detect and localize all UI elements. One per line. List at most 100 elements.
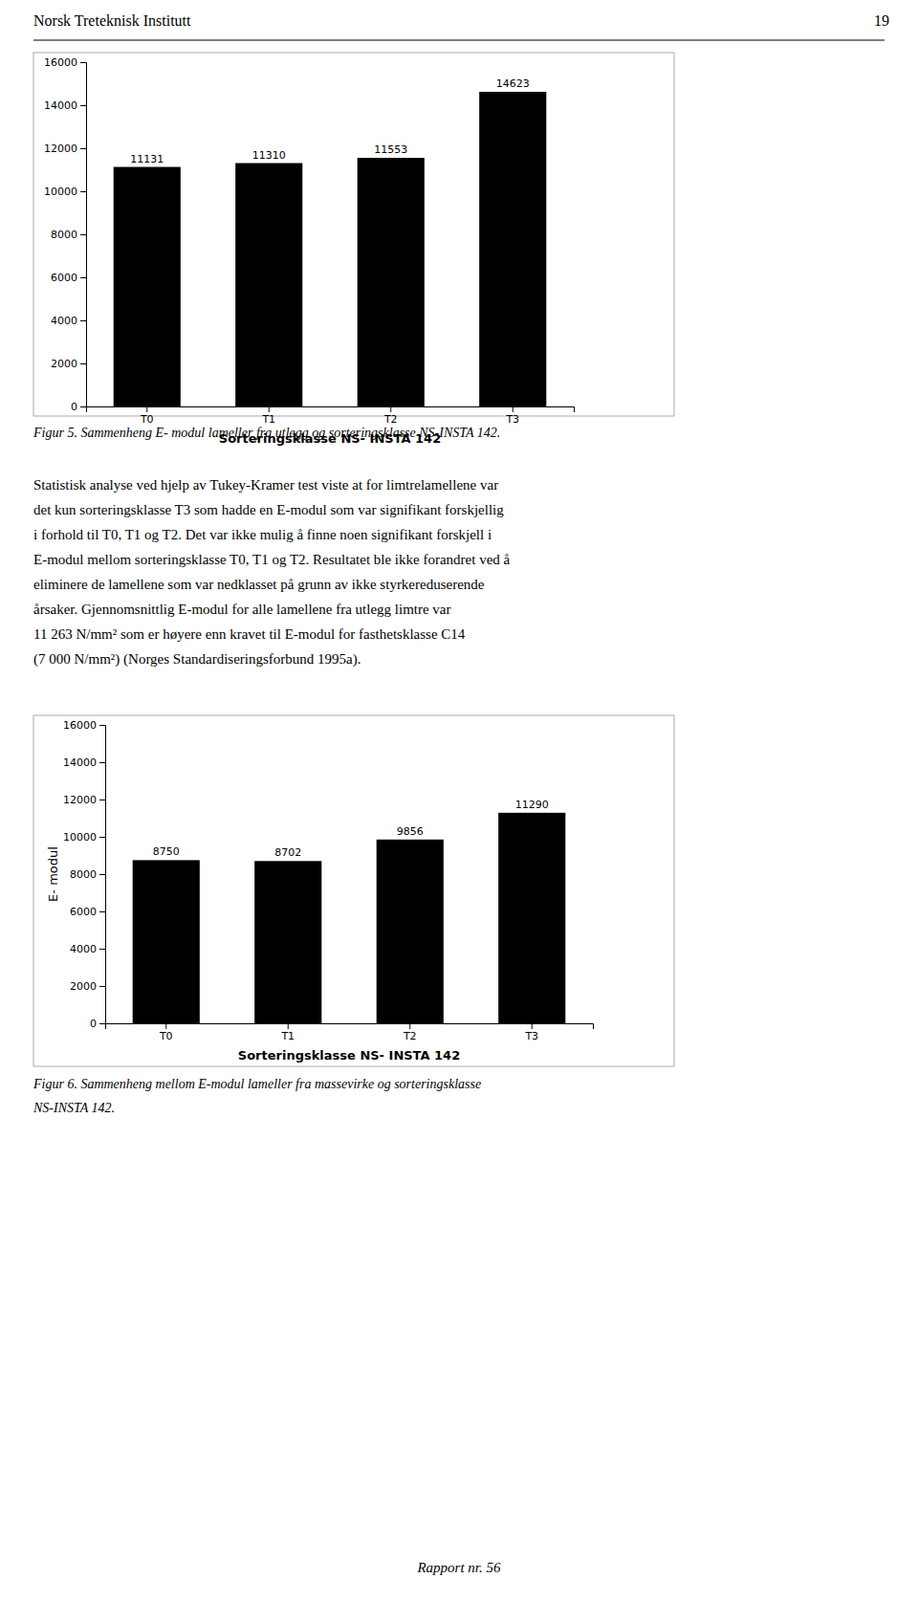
tick-label: 16000 [63, 719, 97, 732]
body-text: årsaker. Gjennomsnittlig E-modul for all… [33, 601, 452, 617]
tick-mark [80, 105, 87, 107]
x-axis-title: Sorteringsklasse NS- INSTA 142 [238, 1048, 460, 1063]
tick-mark [80, 191, 87, 193]
bars [132, 812, 567, 1024]
tick-mark [80, 406, 87, 408]
axis-line [99, 725, 107, 1025]
body-text: E-modul mellom sorteringsklasse T0, T1 o… [33, 551, 511, 568]
tick-label: 8000 [50, 228, 78, 241]
axis-line [80, 63, 88, 408]
tick-mark [146, 406, 148, 413]
y-tick: 14000 [63, 756, 106, 769]
chart: 1113111310115531462302000400060008000100… [33, 52, 675, 446]
caption: NS-INSTA 142. [32, 1100, 115, 1115]
y-tick: 2000 [69, 980, 106, 993]
tick-label: 14000 [43, 99, 78, 112]
tick-label: T1 [261, 413, 276, 426]
y-axis: 0 2000 4000 6000 8000 10000 12000 14000 16000 [63, 719, 107, 1030]
x-tick: T0 [158, 1023, 174, 1043]
tick-mark [390, 406, 392, 413]
chart: 8750870298561129002000400060008000100001… [33, 715, 675, 1067]
bar [498, 812, 566, 1024]
header-rule [33, 40, 885, 42]
bar [357, 157, 425, 407]
tick-mark [99, 724, 106, 726]
tick-label: T0 [158, 1029, 174, 1043]
tick-mark [99, 948, 106, 950]
bar [254, 860, 322, 1024]
body-text: i forhold til T0, T1 og T2. Det var ikke… [33, 526, 492, 543]
page: Norsk Treteknisk Institutt 19 Statistisk a… [0, 0, 918, 1600]
axis-line [87, 407, 575, 414]
footer: Rapport nr. 56 [415, 1559, 502, 1575]
y-tick: 8000 [50, 228, 87, 241]
tick-label: 0 [70, 400, 78, 414]
tick-label: 4000 [50, 314, 78, 328]
tick-mark [409, 1023, 411, 1029]
tick-label: 2000 [50, 357, 78, 371]
caption: Figur 5. Sammenheng E- modul lameller fr… [32, 425, 501, 440]
tick-label: 16000 [43, 56, 78, 69]
y-tick: 6000 [69, 905, 106, 918]
x-tick: T3 [504, 406, 520, 426]
y-tick: 2000 [50, 357, 87, 371]
y-tick: 12000 [63, 793, 106, 807]
y-tick: 10000 [63, 830, 106, 844]
x-axis: T0 T1 T2 T3 [106, 1023, 594, 1043]
tick-mark [165, 1023, 167, 1029]
tick-mark [512, 406, 514, 413]
y-tick: 16000 [63, 719, 106, 732]
tick-label: T3 [524, 1029, 539, 1043]
bar [132, 859, 200, 1024]
tick-label: T2 [402, 1029, 417, 1043]
body-text: (7 000 N/mm²) (Norges Standardiseringsfo… [33, 651, 362, 668]
tick-label: 6000 [69, 905, 97, 918]
tick-mark [80, 363, 87, 365]
x-tick: T1 [261, 406, 276, 426]
x-tick: T2 [402, 1023, 417, 1043]
tick-mark [99, 874, 106, 875]
chart-frame [33, 715, 675, 1067]
y-tick: 10000 [43, 185, 87, 198]
y-tick: 12000 [43, 142, 87, 155]
y-axis: 0 2000 4000 6000 8000 10000 12000 14000 16000 [43, 56, 88, 414]
body-text: 11 263 N/mm² som er høyere enn kravet ti… [33, 626, 466, 642]
tick-mark [268, 406, 270, 413]
data-label: 11131 [130, 153, 164, 166]
x-tick: T2 [383, 406, 398, 426]
tick-mark [287, 1023, 289, 1029]
body-text: Statistisk analyse ved hjelp av Tukey-Kr… [33, 477, 499, 493]
y-tick: 6000 [50, 271, 87, 285]
data-label: 14623 [496, 77, 530, 90]
tick-label: T1 [280, 1029, 295, 1043]
tick-label: 10000 [43, 185, 78, 198]
tick-label: 2000 [69, 980, 97, 993]
axis-line [106, 1024, 594, 1030]
tick-mark [99, 985, 106, 987]
data-labels: 11131113101155314623 [130, 77, 530, 166]
y-tick: 0 [70, 400, 87, 414]
tick-label: T0 [139, 413, 154, 426]
y-tick: 16000 [43, 56, 87, 69]
caption: Figur 6. Sammenheng mellom E-modul lamel… [32, 1076, 481, 1092]
tick-label: 0 [89, 1017, 97, 1030]
tick-mark [99, 836, 106, 838]
tick-mark [80, 320, 87, 322]
bar [479, 91, 547, 407]
tick-mark [531, 1023, 533, 1029]
y-tick: 4000 [50, 314, 87, 328]
tick-label: T3 [504, 413, 520, 426]
tick-label: 8000 [69, 868, 97, 881]
bar [113, 167, 181, 407]
tick-label: 4000 [69, 942, 97, 956]
y-tick: 4000 [69, 942, 106, 956]
y-axis-title: E- modul [45, 846, 61, 902]
tick-label: 6000 [50, 271, 78, 285]
x-tick: T0 [139, 406, 154, 426]
header-left: Norsk Treteknisk Institutt [33, 12, 192, 29]
header-right: 19 [874, 12, 890, 29]
bars [113, 91, 547, 407]
tick-mark [80, 62, 87, 64]
data-label: 11310 [252, 149, 286, 162]
body-text: det kun sorteringsklasse T3 som hadde en… [33, 502, 504, 518]
